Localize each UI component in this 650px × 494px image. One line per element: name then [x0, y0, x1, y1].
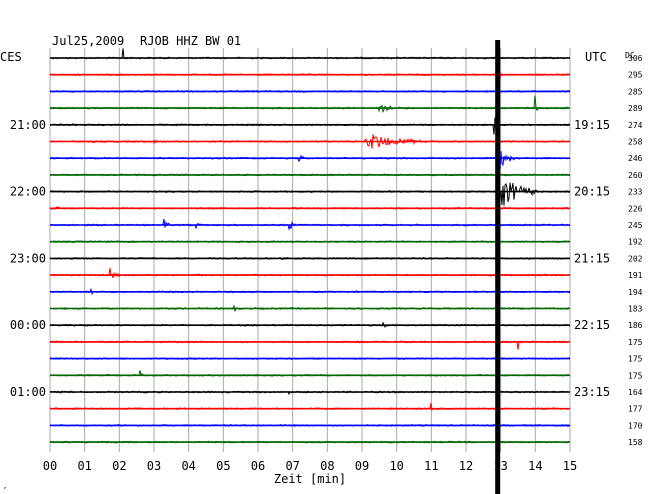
dc-offset-label: 285 [628, 87, 643, 96]
trace-13 [49, 268, 571, 279]
trace-3 [49, 95, 571, 114]
saturated-event-band [495, 40, 501, 494]
right-time-label: 23:15 [574, 385, 610, 399]
date-label: Jul25,2009 [52, 34, 124, 48]
right-time-labels: 19:15 20:15 21:15 22:15 23:15 [574, 118, 610, 399]
dc-header-label: DC [625, 51, 635, 60]
x-tick-01: 01 [77, 459, 91, 473]
dc-offset-labels: 306 295 285 289 274 258 246 260 233 226 245 192 202 1… [628, 54, 643, 447]
x-tick-10: 10 [389, 459, 403, 473]
dc-offset-label: 258 [628, 138, 643, 147]
dc-offset-label: 233 [628, 188, 643, 197]
left-time-labels: 21:00 22:00 23:00 00:00 01:00 [10, 118, 46, 399]
dc-offset-label: 158 [628, 438, 643, 447]
grid [49, 48, 571, 452]
dc-offset-label: 164 [628, 388, 643, 397]
dc-offset-label: 202 [628, 254, 643, 263]
x-tick-12: 12 [459, 459, 473, 473]
left-time-label: 21:00 [10, 118, 46, 132]
trace-10 [49, 218, 571, 231]
trace-6 [49, 141, 571, 171]
left-zone-label: CES [0, 50, 22, 64]
right-time-label: 19:15 [574, 118, 610, 132]
left-time-label: 22:00 [10, 185, 46, 199]
x-tick-14: 14 [528, 459, 542, 473]
left-time-label: 00:00 [10, 318, 46, 332]
x-tick-02: 02 [112, 459, 126, 473]
trace-4 [49, 117, 571, 135]
x-tick-15: 15 [563, 459, 577, 473]
dc-offset-label: 260 [628, 171, 643, 180]
x-tick-11: 11 [424, 459, 438, 473]
right-zone-label: UTC [585, 50, 607, 64]
x-tick-05: 05 [216, 459, 230, 473]
x-tick-07: 07 [285, 459, 299, 473]
dc-offset-label: 226 [628, 204, 643, 213]
x-tick-03: 03 [147, 459, 161, 473]
x-tick-13: 13 [493, 459, 507, 473]
x-tick-00: 00 [43, 459, 57, 473]
right-time-label: 20:15 [574, 185, 610, 199]
dc-offset-label: 306 [628, 54, 643, 63]
dc-offset-label: 175 [628, 355, 643, 364]
left-time-label: 23:00 [10, 251, 46, 265]
station-label: RJOB HHZ BW 01 [140, 34, 241, 48]
dc-offset-label: 170 [628, 421, 643, 430]
dc-offset-label: 175 [628, 338, 643, 347]
right-time-label: 22:15 [574, 318, 610, 332]
dc-offset-label: 289 [628, 104, 643, 113]
dc-offset-label: 192 [628, 238, 643, 247]
dc-offset-label: 191 [628, 271, 643, 280]
dc-offset-label: 175 [628, 371, 643, 380]
dc-offset-label: 194 [628, 288, 643, 297]
trace-group [49, 40, 571, 494]
left-time-label: 01:00 [10, 385, 46, 399]
x-tick-06: 06 [251, 459, 265, 473]
x-tick-04: 04 [181, 459, 195, 473]
x-tick-labels: 00 01 02 03 04 05 06 07 08 09 10 11 12 13 14 15 [43, 459, 577, 473]
dc-offset-label: 177 [628, 405, 643, 414]
dc-offset-label: 245 [628, 221, 643, 230]
x-axis-label: Zeit [min] [274, 472, 346, 486]
dc-offset-label: 186 [628, 321, 643, 330]
x-tick-08: 08 [320, 459, 334, 473]
x-tick-09: 09 [355, 459, 369, 473]
dc-offset-label: 295 [628, 71, 643, 80]
dc-offset-label: 274 [628, 121, 643, 130]
dc-offset-label: 183 [628, 305, 643, 314]
right-time-label: 21:15 [574, 251, 610, 265]
corner-mark: , [3, 482, 7, 490]
dc-offset-label: 246 [628, 154, 643, 163]
